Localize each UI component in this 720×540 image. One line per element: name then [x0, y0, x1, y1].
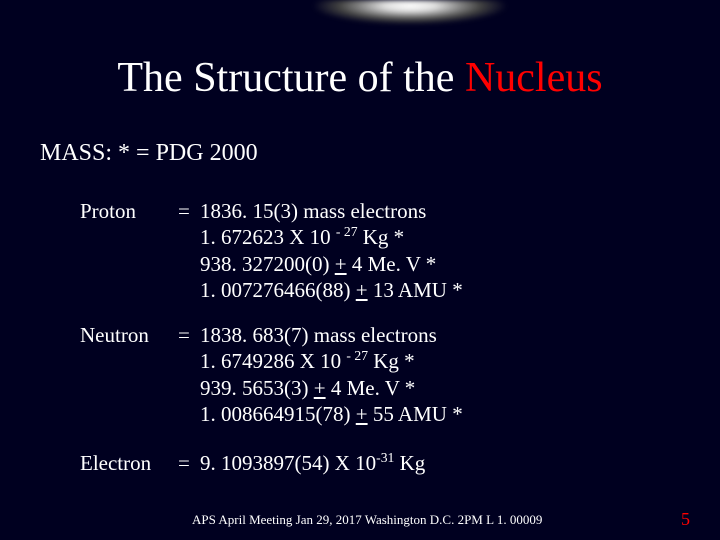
plus-minus: + — [356, 278, 368, 302]
electron-label: Electron — [80, 450, 178, 476]
neutron-line3-a: 939. 5653(3) — [200, 376, 314, 400]
neutron-line1: 1838. 683(7) mass electrons — [200, 323, 437, 347]
proton-line3-a: 938. 327200(0) — [200, 252, 335, 276]
neutron-line2-a: 1. 6749286 X 10 — [200, 349, 346, 373]
equals-sign: = — [178, 322, 200, 348]
proton-line4-a: 1. 007276466(88) — [200, 278, 356, 302]
proton-line2-a: 1. 672623 X 10 — [200, 225, 336, 249]
plus-minus: + — [335, 252, 347, 276]
title-white: The Structure of the — [117, 55, 465, 101]
plus-minus: + — [356, 402, 368, 426]
neutron-line3-b: 4 Me. V * — [326, 376, 416, 400]
proton-line2-exp: - 27 — [336, 224, 358, 239]
proton-block: Proton= 1836. 15(3) mass electrons 1. 67… — [80, 198, 463, 303]
proton-line2-b: Kg * — [358, 225, 405, 249]
mass-subheading: MASS: * = PDG 2000 — [40, 140, 258, 167]
neutron-values: 1838. 683(7) mass electrons 1. 6749286 X… — [200, 322, 463, 427]
plus-minus: + — [314, 376, 326, 400]
proton-label: Proton — [80, 198, 178, 224]
neutron-line2-b: Kg * — [368, 349, 415, 373]
equals-sign: = — [178, 450, 200, 476]
decorative-streak — [280, 0, 540, 60]
electron-block: Electron= 9. 1093897(54) X 10-31 Kg — [80, 450, 425, 476]
footer-text: APS April Meeting Jan 29, 2017 Washingto… — [192, 512, 542, 528]
electron-line1-exp: -31 — [376, 450, 394, 465]
equals-sign: = — [178, 198, 200, 224]
neutron-line4-a: 1. 008664915(78) — [200, 402, 356, 426]
page-number: 5 — [681, 509, 690, 530]
neutron-label: Neutron — [80, 322, 178, 348]
electron-line1-a: 9. 1093897(54) X 10 — [200, 451, 376, 475]
neutron-block: Neutron= 1838. 683(7) mass electrons 1. … — [80, 322, 463, 427]
electron-line1-b: Kg — [394, 451, 425, 475]
neutron-line4-b: 55 AMU * — [368, 402, 463, 426]
slide-title: The Structure of the Nucleus — [0, 54, 720, 102]
proton-line4-b: 13 AMU * — [368, 278, 463, 302]
title-red: Nucleus — [465, 55, 603, 101]
electron-values: 9. 1093897(54) X 10-31 Kg — [200, 450, 425, 476]
proton-values: 1836. 15(3) mass electrons 1. 672623 X 1… — [200, 198, 463, 303]
proton-line1: 1836. 15(3) mass electrons — [200, 199, 426, 223]
neutron-line2-exp: - 27 — [346, 348, 368, 363]
proton-line3-b: 4 Me. V * — [347, 252, 437, 276]
